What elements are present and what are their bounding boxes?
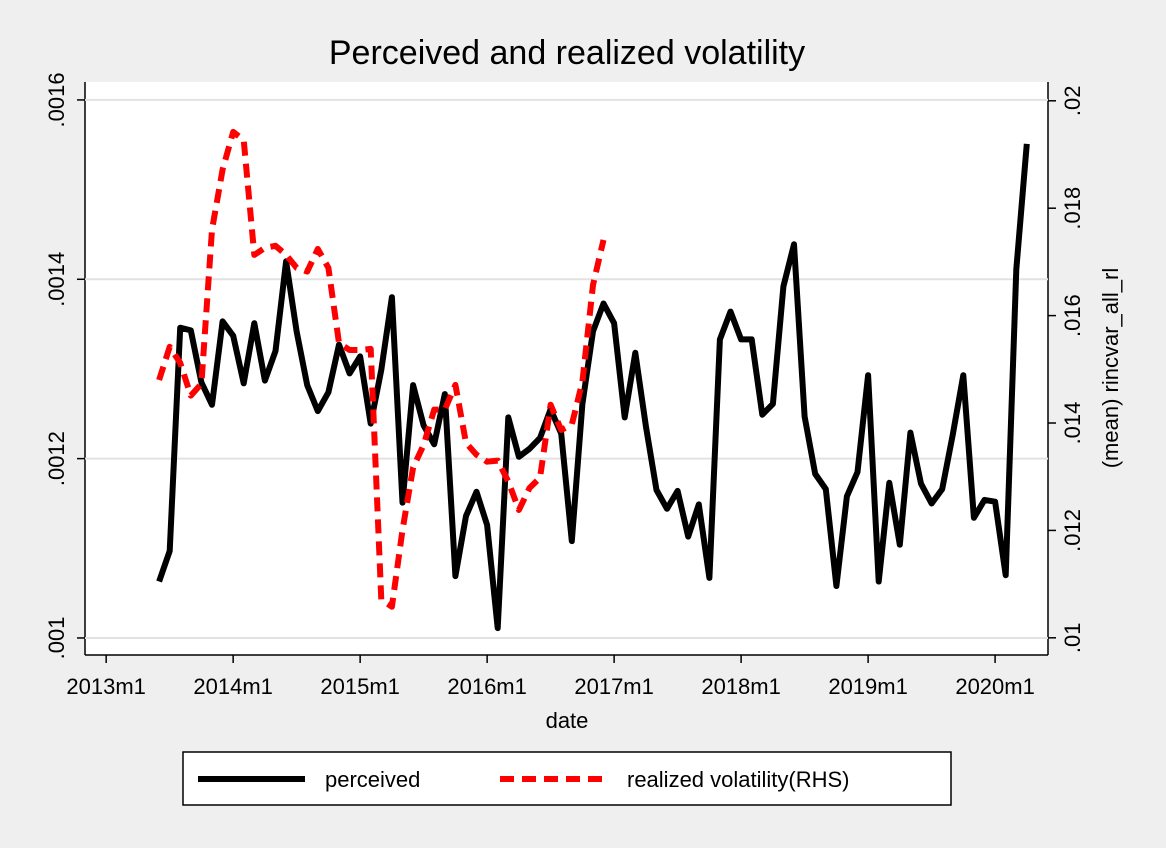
series-line — [156, 143, 1030, 632]
y2-tick-label: .016 — [1060, 294, 1085, 337]
x-tick-label: 2017m1 — [574, 674, 654, 699]
x-axis-title: date — [546, 708, 589, 733]
y-tick-label: .0012 — [44, 431, 69, 486]
x-tick-label: 2019m1 — [828, 674, 908, 699]
y-tick-label: .0016 — [44, 72, 69, 127]
plot-area — [85, 82, 1048, 655]
legend-label: realized volatility(RHS) — [627, 767, 850, 792]
y2-tick-label: .014 — [1060, 402, 1085, 445]
x-tick-label: 2016m1 — [447, 674, 527, 699]
y2-axis-title: (mean) rincvar_all_rl — [1098, 268, 1123, 469]
y2-tick-label: .012 — [1060, 509, 1085, 552]
y2-tick-label: .02 — [1060, 85, 1085, 116]
chart-title: Perceived and realized volatility — [329, 34, 805, 72]
y-tick-label: .001 — [44, 617, 69, 660]
x-tick-label: 2020m1 — [955, 674, 1035, 699]
y2-tick-label: .018 — [1060, 187, 1085, 230]
y2-tick-label: .01 — [1060, 623, 1085, 654]
y-tick-label: .0014 — [44, 252, 69, 307]
x-tick-label: 2018m1 — [701, 674, 781, 699]
x-tick-label: 2014m1 — [193, 674, 273, 699]
legend-label: perceived — [325, 767, 420, 792]
x-tick-label: 2013m1 — [66, 674, 146, 699]
series-line — [156, 128, 607, 610]
x-tick-label: 2015m1 — [320, 674, 400, 699]
